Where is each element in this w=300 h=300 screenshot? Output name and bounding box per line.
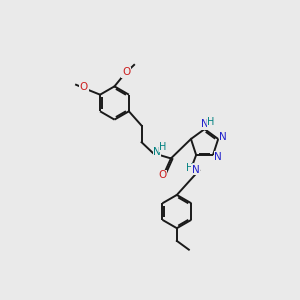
Text: H: H	[207, 117, 214, 127]
Text: N: N	[214, 152, 222, 162]
Text: O: O	[158, 170, 167, 180]
Text: N: N	[153, 146, 161, 157]
Text: N: N	[219, 132, 227, 142]
Text: H: H	[159, 142, 167, 152]
Text: O: O	[122, 67, 130, 77]
Text: O: O	[80, 82, 88, 92]
Text: N: N	[201, 119, 208, 129]
Text: H: H	[186, 164, 194, 173]
Text: N: N	[192, 165, 200, 175]
